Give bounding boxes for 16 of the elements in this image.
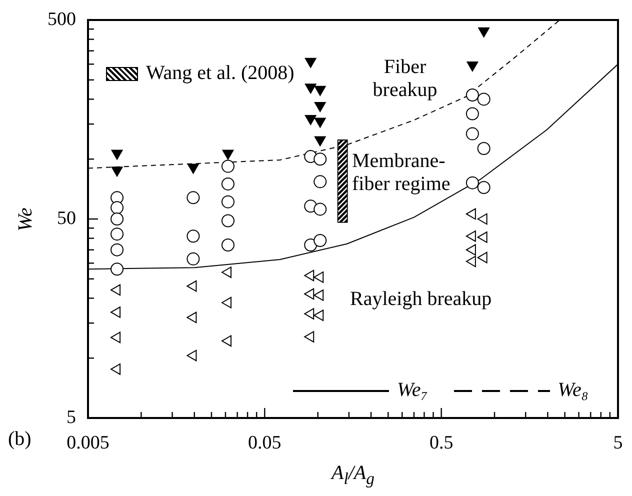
annotation: Membrane-fiber regime xyxy=(352,150,452,196)
annotation: Fiber breakup xyxy=(372,56,438,102)
text: (b) xyxy=(8,428,32,451)
legend-label: We₇ xyxy=(397,379,428,402)
annotation: Rayleigh breakup xyxy=(350,288,492,311)
y-axis-title: We xyxy=(14,207,37,231)
y-tick-label: 50 xyxy=(57,208,76,229)
x-tick-label: 0.005 xyxy=(66,432,110,454)
y-tick-label: 500 xyxy=(48,8,76,30)
x-tick-label: 0.5 xyxy=(429,432,454,454)
x-axis-title: A$_{l}$/A$_{g}$ xyxy=(332,462,374,488)
y-tick-label: 5 xyxy=(66,406,76,428)
legend-label: Wang et al. (2008) xyxy=(146,62,294,85)
x-tick-label: 5 xyxy=(613,432,623,454)
legend-label: We₈ xyxy=(558,379,588,402)
x-tick-label: 0.05 xyxy=(248,432,282,454)
